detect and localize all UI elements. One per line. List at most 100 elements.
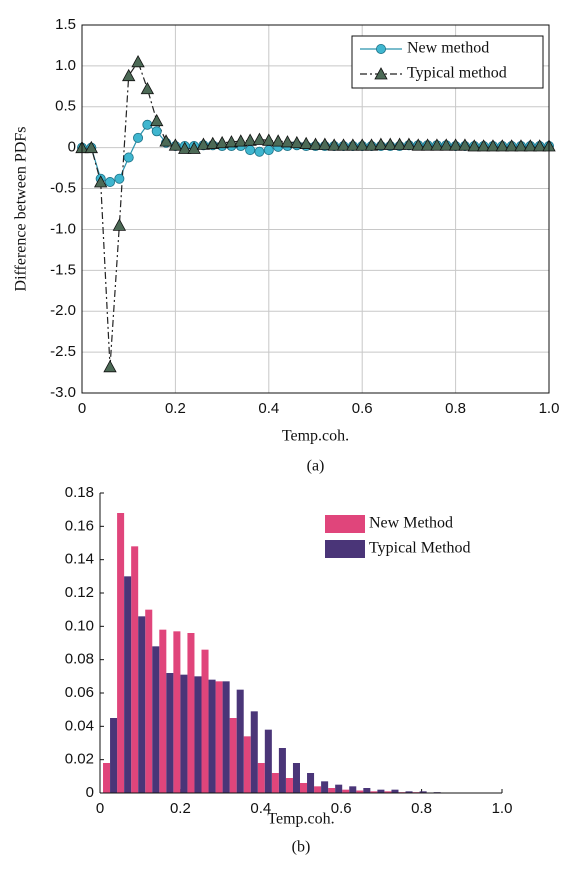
x-tick-label: 1.0 bbox=[492, 800, 513, 817]
bar bbox=[314, 786, 322, 793]
y-tick-label: 0.18 bbox=[65, 484, 94, 501]
marker bbox=[254, 146, 265, 157]
marker bbox=[420, 138, 435, 151]
marker bbox=[123, 152, 134, 163]
bar bbox=[321, 781, 329, 793]
marker bbox=[122, 68, 136, 82]
bar bbox=[285, 778, 293, 793]
x-tick-label: 0.8 bbox=[445, 400, 466, 417]
x-tick-label: 1.0 bbox=[539, 400, 560, 417]
bar bbox=[215, 681, 223, 793]
marker bbox=[532, 139, 547, 152]
plot-frame bbox=[81, 24, 550, 394]
marker bbox=[142, 119, 153, 130]
marker bbox=[364, 138, 379, 151]
marker bbox=[224, 135, 239, 148]
marker bbox=[262, 133, 276, 146]
marker bbox=[327, 138, 341, 151]
marker bbox=[346, 138, 360, 151]
x-tick-label: 0.4 bbox=[258, 400, 279, 417]
y-tick-label: 1.5 bbox=[55, 16, 76, 33]
marker bbox=[187, 141, 201, 154]
marker bbox=[140, 81, 155, 95]
bar bbox=[271, 773, 279, 793]
y-tick-label: 1.0 bbox=[55, 57, 76, 74]
bar bbox=[138, 616, 146, 793]
bar bbox=[194, 676, 202, 793]
legend-swatch bbox=[325, 540, 365, 558]
marker bbox=[196, 137, 211, 150]
bar bbox=[419, 791, 427, 793]
bar bbox=[110, 718, 118, 793]
marker bbox=[392, 137, 407, 150]
marker bbox=[514, 139, 528, 152]
bar bbox=[180, 674, 188, 793]
marker bbox=[495, 139, 509, 152]
caption: (b) bbox=[292, 839, 311, 856]
marker bbox=[234, 134, 248, 147]
legend-label: New method bbox=[407, 40, 489, 57]
bar bbox=[342, 789, 350, 793]
bar bbox=[201, 649, 209, 793]
x-tick-label: 0.8 bbox=[411, 800, 432, 817]
marker bbox=[114, 173, 125, 184]
marker bbox=[178, 141, 192, 154]
bar bbox=[243, 736, 251, 793]
bar bbox=[328, 788, 336, 793]
y-tick-label: 0.5 bbox=[55, 98, 76, 115]
bar bbox=[405, 791, 413, 793]
bar bbox=[152, 646, 160, 793]
marker bbox=[84, 140, 99, 154]
y-tick-label: 0 bbox=[86, 784, 94, 801]
x-tick-label: 0.2 bbox=[170, 800, 191, 817]
marker bbox=[402, 137, 416, 150]
marker bbox=[112, 218, 127, 231]
marker bbox=[150, 113, 164, 127]
marker bbox=[374, 137, 388, 150]
marker bbox=[133, 132, 144, 143]
bar bbox=[124, 576, 132, 793]
marker bbox=[159, 134, 173, 147]
y-tick-label: 0.06 bbox=[65, 684, 94, 701]
bar bbox=[335, 784, 343, 793]
bar bbox=[299, 783, 308, 793]
bar bbox=[257, 763, 265, 793]
y-tick-label: 0.16 bbox=[65, 517, 94, 534]
y-tick-label: 0.10 bbox=[65, 617, 94, 634]
caption: (a) bbox=[307, 458, 325, 475]
marker bbox=[486, 139, 500, 152]
x-tick-label: 0.2 bbox=[165, 400, 186, 417]
legend-label: Typical Method bbox=[369, 540, 471, 557]
marker bbox=[151, 126, 162, 137]
y-tick-label: -3.0 bbox=[50, 384, 76, 401]
bar bbox=[187, 633, 195, 793]
marker bbox=[448, 138, 463, 151]
marker bbox=[94, 175, 108, 188]
bar bbox=[250, 711, 258, 793]
y-tick-label: 0.04 bbox=[65, 717, 94, 734]
legend-label: Typical method bbox=[407, 65, 507, 82]
marker bbox=[383, 137, 397, 150]
marker bbox=[439, 138, 453, 151]
y-axis-label: Difference between PDFs bbox=[13, 127, 30, 292]
y-tick-label: 0.02 bbox=[65, 751, 94, 768]
marker bbox=[458, 138, 472, 151]
x-tick-label: 0.4 bbox=[250, 800, 271, 817]
marker bbox=[280, 135, 295, 148]
bar bbox=[236, 689, 244, 793]
x-tick-label: 0 bbox=[78, 400, 86, 417]
marker bbox=[131, 54, 145, 68]
marker bbox=[271, 134, 285, 147]
bar bbox=[208, 679, 216, 793]
bar bbox=[391, 789, 399, 793]
marker bbox=[299, 136, 313, 149]
marker bbox=[252, 132, 267, 145]
marker bbox=[467, 139, 481, 152]
marker bbox=[308, 137, 323, 150]
legend-marker bbox=[374, 67, 388, 80]
marker bbox=[430, 138, 444, 151]
y-tick-label: 0 bbox=[68, 139, 76, 156]
y-tick-label: -2.5 bbox=[50, 343, 76, 360]
y-tick-label: 0.14 bbox=[65, 551, 94, 568]
